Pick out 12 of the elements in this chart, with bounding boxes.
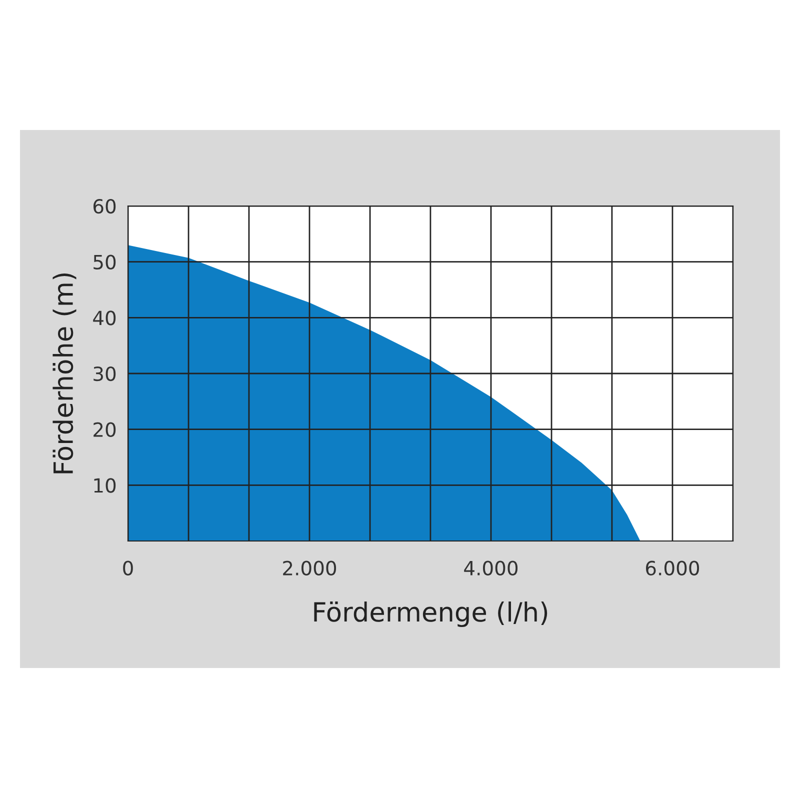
y-axis-title: Förderhöhe (m)	[52, 273, 76, 474]
y-tick-label: 50	[94, 254, 116, 270]
y-tick-label: 10	[94, 478, 116, 493]
x-tick-label: 4.000	[464, 560, 518, 576]
x-axis-title: Fördermenge (l/h)	[314, 601, 548, 628]
y-tick-label: 20	[94, 422, 116, 437]
x-tick-label: 6.000	[646, 560, 700, 576]
y-tick-label: 60	[94, 198, 116, 214]
x-tick-label: 0	[123, 560, 133, 576]
x-tick-label: 2.000	[283, 560, 336, 576]
y-tick-label: 30	[94, 366, 116, 382]
y-tick-label: 40	[93, 310, 116, 326]
